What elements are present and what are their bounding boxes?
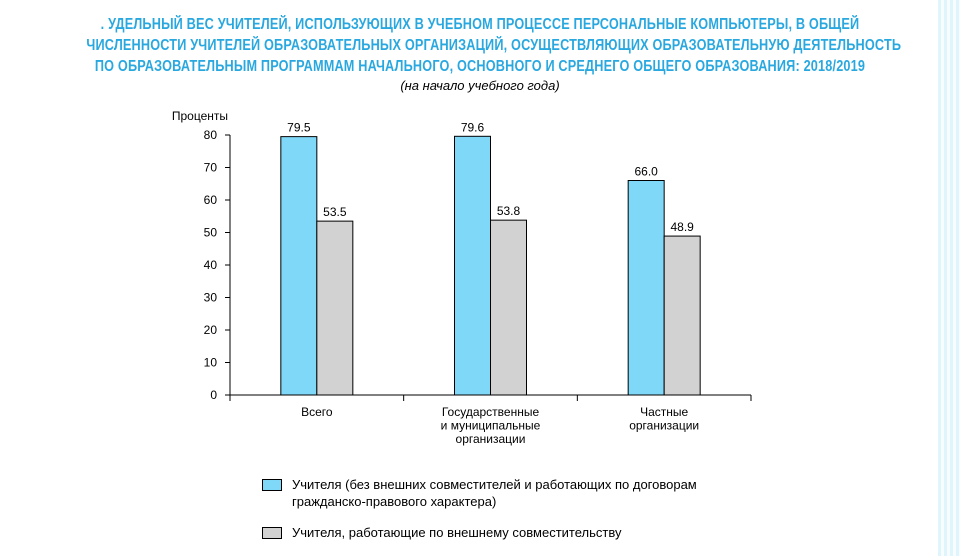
y-tick-label-30: 30 [204, 291, 218, 305]
bar-series-2-cat-3 [663, 235, 701, 396]
legend-label-external-part-timers: Учителя, работающие по внешнему совмести… [292, 525, 622, 540]
data-label-series-1-cat-2: 79.6 [461, 120, 485, 134]
bar-series-2-cat-2 [490, 219, 527, 396]
y-tick-label-60: 60 [204, 193, 218, 207]
chart-title-block: . УДЕЛЬНЫЙ ВЕС УЧИТЕЛЕЙ, ИСПОЛЬЗУЮЩИХ В … [0, 14, 960, 94]
data-label-series-2-cat-2: 53.8 [497, 204, 521, 218]
bar-series-1-cat-2 [454, 135, 491, 396]
y-tick-label-80: 80 [204, 128, 218, 142]
x-tick-label-cat-3-line-2: организации [629, 419, 699, 433]
y-tick-label-10: 10 [204, 356, 218, 370]
data-label-series-2-cat-1: 53.5 [323, 205, 347, 219]
bar-series-1-cat-1 [280, 136, 318, 396]
y-axis-label: Проценты [172, 109, 228, 123]
data-label-series-1-cat-3: 66.0 [634, 165, 658, 179]
x-tick-label-cat-2-line-1: Государственные [442, 405, 540, 419]
y-tick-label-0: 0 [210, 388, 217, 402]
y-tick-label-20: 20 [204, 323, 218, 337]
chart-title-line-3: ПО ОБРАЗОВАТЕЛЬНЫМ ПРОГРАММАМ НАЧАЛЬНОГО… [94, 58, 866, 75]
x-tick-label-cat-1-line-1: Всего [301, 405, 333, 419]
bar-chart: Проценты 0 10 20 30 40 50 60 70 80 79.5 53.5 Всего 79… [172, 109, 752, 446]
legend-swatch-teachers [262, 479, 282, 491]
x-tick-label-cat-3-line-1: Частные [640, 405, 688, 419]
data-label-series-2-cat-3: 48.9 [670, 220, 694, 234]
legend-label-teachers-line-2: гражданско-правового характера) [292, 494, 497, 509]
chart-subtitle: (на начало учебного года) [400, 78, 560, 93]
bar-series-1-cat-3 [627, 180, 665, 396]
legend-swatch-external-part-timers [262, 527, 282, 539]
x-tick-label-cat-2-line-2: и муниципальные [441, 419, 541, 433]
decorative-stripe [938, 0, 960, 556]
bar-series-2-cat-1 [316, 220, 354, 396]
chart-legend: Учителя (без внешних совместителей и раб… [262, 476, 782, 541]
y-tick-label-50: 50 [204, 226, 218, 240]
x-tick-label-cat-2-line-3: организации [456, 432, 526, 446]
legend-label-teachers-line-1: Учителя (без внешних совместителей и раб… [292, 477, 697, 492]
y-tick-label-40: 40 [204, 258, 218, 272]
y-tick-label-70: 70 [204, 161, 218, 175]
legend-item-external-part-timers: Учителя, работающие по внешнему совмести… [262, 524, 782, 541]
chart-title-line-2: ЧИСЛЕННОСТИ УЧИТЕЛЕЙ ОБРАЗОВАТЕЛЬНЫХ ОРГ… [86, 37, 902, 54]
chart-title-line-1: . УДЕЛЬНЫЙ ВЕС УЧИТЕЛЕЙ, ИСПОЛЬЗУЮЩИХ В … [100, 16, 860, 33]
legend-item-teachers: Учителя (без внешних совместителей и раб… [262, 476, 782, 510]
data-label-series-1-cat-1: 79.5 [287, 121, 311, 135]
